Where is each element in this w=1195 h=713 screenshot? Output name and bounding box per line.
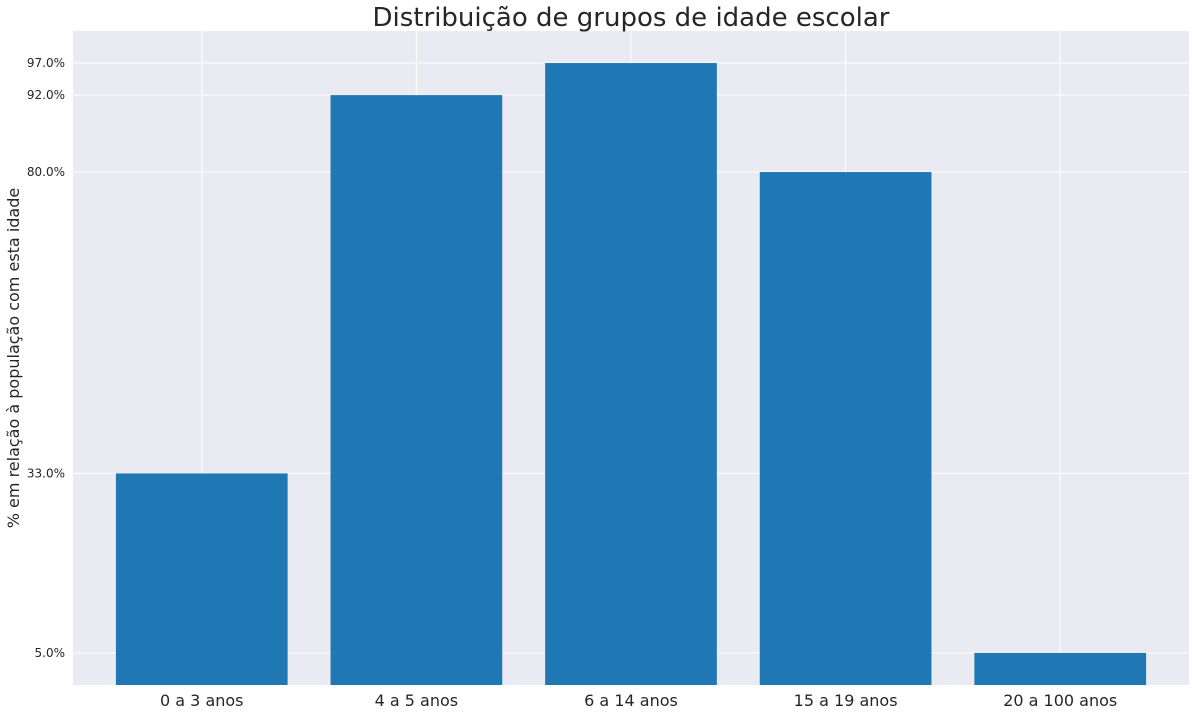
bar (115, 473, 288, 685)
x-tick-label: 20 a 100 anos (1003, 691, 1117, 710)
bar (974, 652, 1147, 685)
x-axis-ticks: 0 a 3 anos 4 a 5 anos 6 a 14 anos 15 a 19 a… (160, 691, 1117, 710)
y-tick-label: 92.0% (27, 88, 65, 102)
x-tick-label: 4 a 5 anos (375, 691, 459, 710)
y-tick-label: 97.0% (27, 56, 65, 70)
bar (330, 95, 503, 685)
chart-title: Distribuição de grupos de idade escolar (373, 3, 890, 33)
x-tick-label: 15 a 19 anos (794, 691, 898, 710)
x-tick-label: 6 a 14 anos (584, 691, 678, 710)
y-tick-label: 5.0% (35, 646, 66, 660)
bar (545, 63, 717, 685)
bar (759, 172, 932, 685)
y-tick-label: 80.0% (27, 165, 65, 179)
y-axis-ticks: 5.0% 33.0% 80.0% 92.0% 97.0% (27, 56, 65, 660)
y-axis-label: % em relação à população com esta idade (4, 188, 23, 528)
y-tick-label: 33.0% (27, 466, 65, 480)
bars-group (115, 63, 1147, 685)
x-tick-label: 0 a 3 anos (160, 691, 244, 710)
